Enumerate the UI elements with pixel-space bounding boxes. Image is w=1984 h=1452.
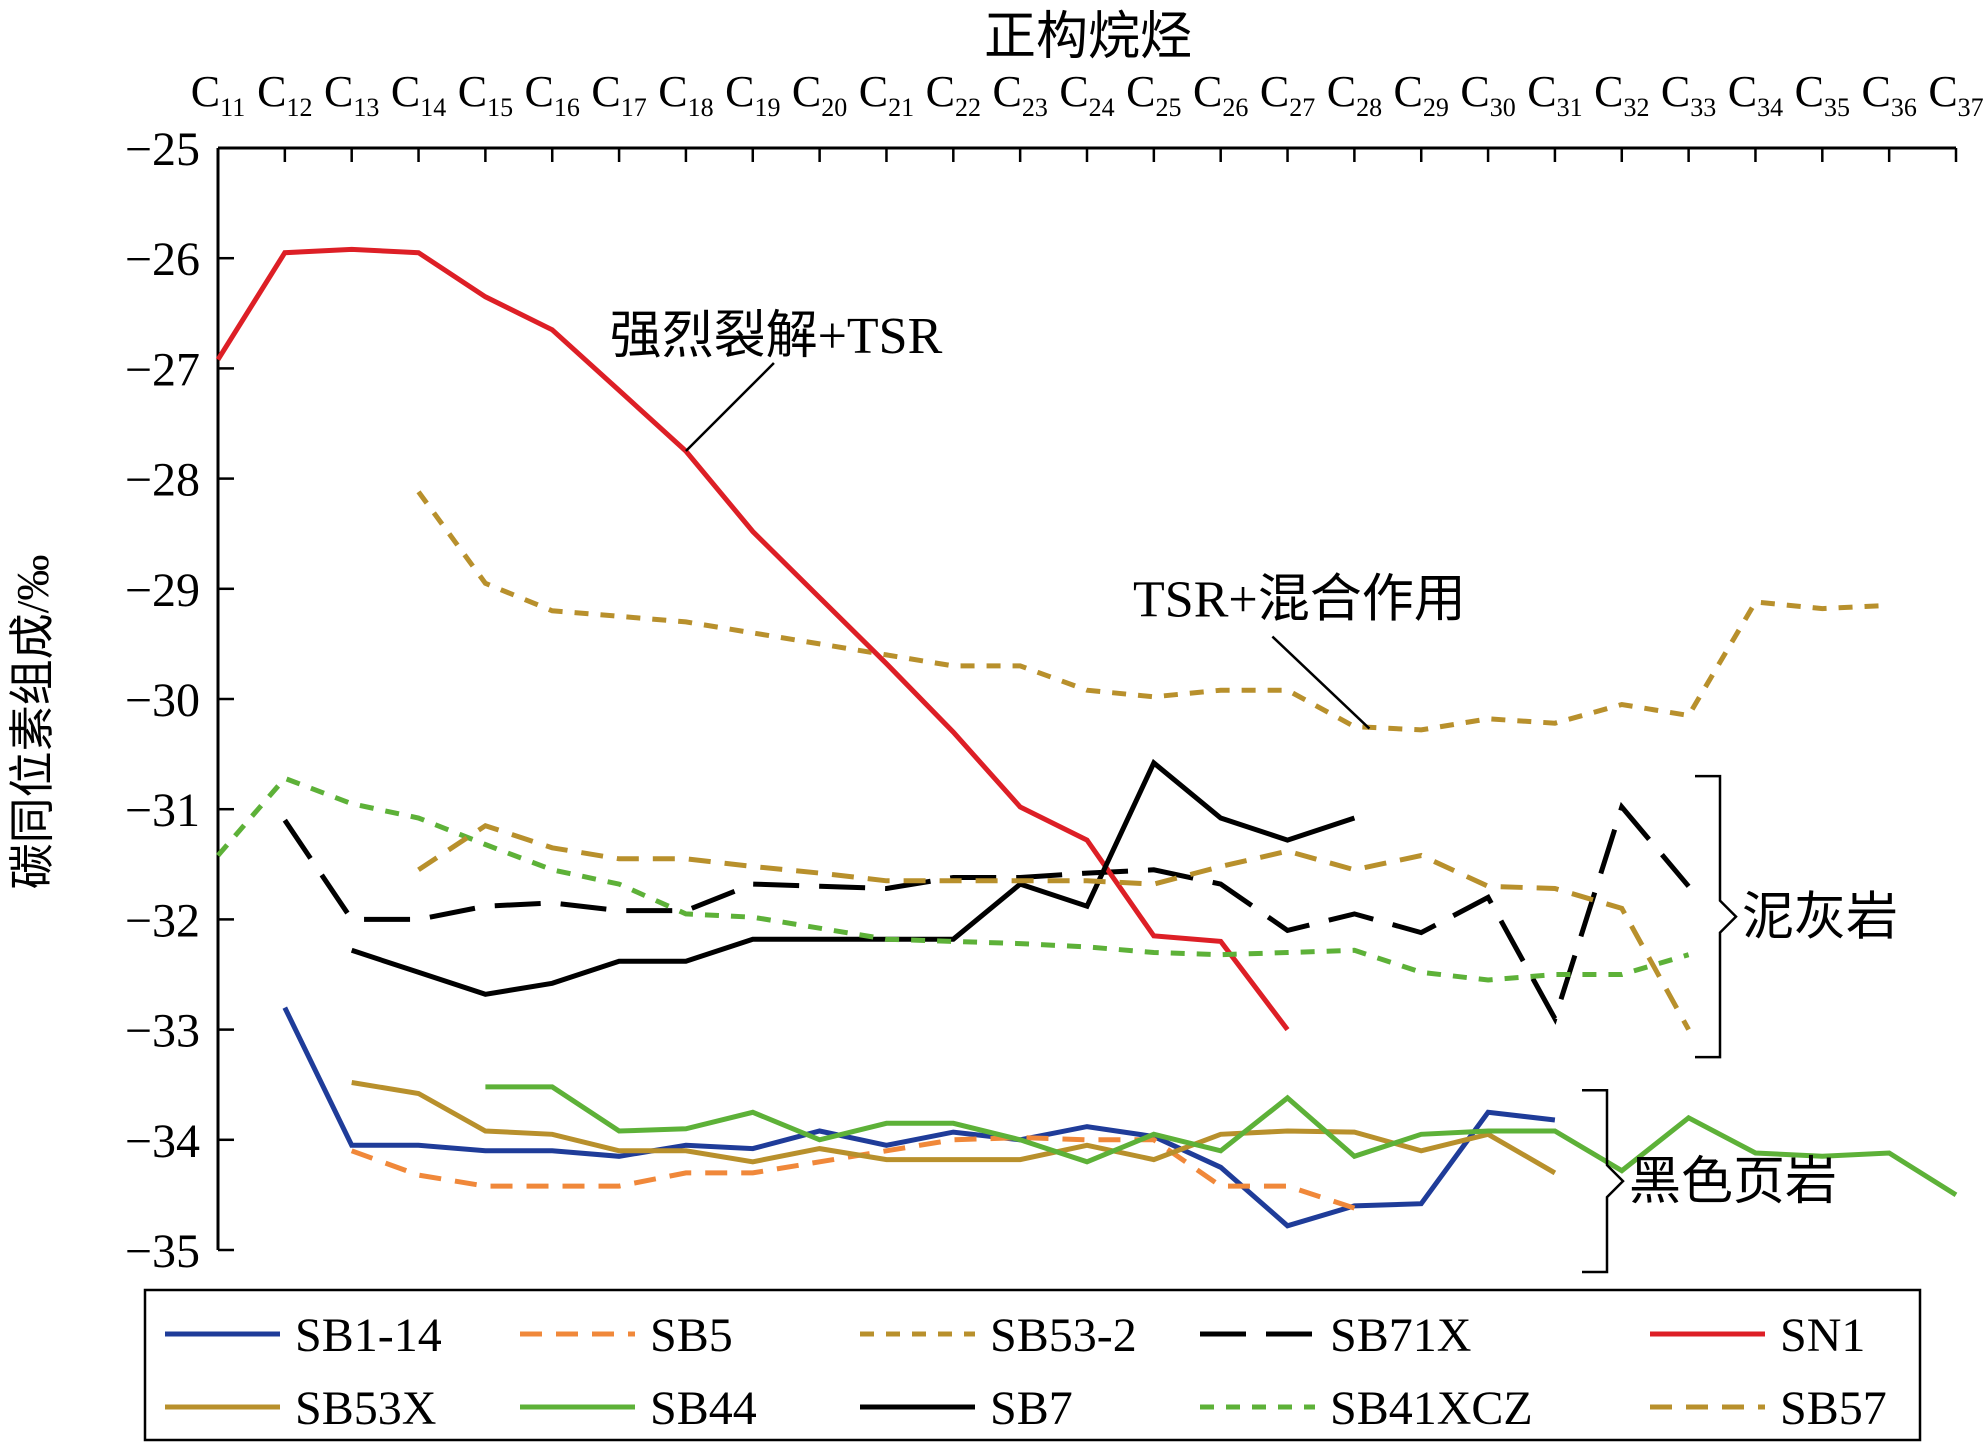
y-tick-label: −27 (125, 343, 200, 396)
x-tick-label: C36 (1861, 67, 1916, 122)
legend-label-sb53x: SB53X (295, 1382, 436, 1435)
plot-area: C11 C12 C13 C14 C15 C16 C17 C18 C19 C20 C21 C22 C23 C… (125, 67, 1984, 1278)
x-tick-label: C11 (191, 67, 245, 122)
x-tick-label: C20 (792, 67, 847, 122)
y-tick-label: −34 (125, 1115, 200, 1168)
x-tick-label: C24 (1059, 67, 1114, 122)
legend-label-sb1-14: SB1-14 (295, 1309, 442, 1362)
annotation-leader (685, 362, 775, 452)
x-tick-label: C37 (1928, 67, 1983, 122)
legend-label-sb53-2: SB53-2 (990, 1309, 1137, 1362)
y-tick-label: −26 (125, 233, 200, 286)
x-tick-label: C32 (1594, 67, 1649, 122)
series-line-sb41xcz (216, 775, 1690, 983)
x-tick-label: C29 (1394, 67, 1449, 122)
x-tick-label: C33 (1661, 67, 1716, 122)
x-tick-label: C23 (992, 67, 1047, 122)
series-line-sb53x (351, 1080, 1557, 1176)
x-tick-label: C21 (859, 67, 914, 122)
x-tick-label: C25 (1126, 67, 1181, 122)
series-line-sn1 (215, 246, 1290, 1032)
x-tick-label: C15 (458, 67, 513, 122)
series-line-sb7 (350, 758, 1356, 997)
x-tick-label: C17 (591, 67, 646, 122)
x-tick-label: C35 (1795, 67, 1850, 122)
series-line-sb44 (485, 1084, 1958, 1198)
annotation-limestone: 泥灰岩 (1742, 890, 1898, 947)
chart-title: 正构烷烃 (984, 9, 1192, 66)
series-line-sb53-2 (416, 490, 1890, 733)
y-tick-label: −25 (125, 123, 200, 176)
legend: SB1-14 SB5 SB53-2 SB71X SN1 SB53X SB44 SB7 SB41X… (143, 1288, 1922, 1442)
x-tick-label: C31 (1527, 67, 1582, 122)
legend-label-sb41xcz: SB41XCZ (1330, 1382, 1533, 1435)
legend-label-sb5: SB5 (650, 1309, 733, 1362)
series-line-sb71x (282, 801, 1691, 1025)
bracket-shale (1582, 1088, 1625, 1274)
y-tick-label: −35 (125, 1225, 200, 1278)
annotation-leader (1271, 635, 1371, 730)
y-tick-label: −33 (125, 1005, 200, 1058)
legend-label-sn1: SN1 (1780, 1309, 1865, 1362)
annotation-shale: 黑色页岩 (1629, 1154, 1837, 1211)
series-line-sb1-14 (282, 1006, 1556, 1229)
y-tick-label: −30 (125, 674, 200, 727)
x-tick-label: C27 (1260, 67, 1315, 122)
y-tick-label: −32 (125, 894, 200, 947)
x-tick-label: C12 (257, 67, 312, 122)
legend-label-sb71x: SB71X (1330, 1309, 1471, 1362)
legend-label-sb44: SB44 (650, 1382, 757, 1435)
x-tick-label: C18 (658, 67, 713, 122)
y-tick-label: −28 (125, 454, 200, 507)
x-tick-label: C26 (1193, 67, 1248, 122)
x-tick-label: C16 (525, 67, 580, 122)
x-tick-label: C30 (1460, 67, 1515, 122)
x-tick-label: C19 (725, 67, 780, 122)
y-axis-label: 碳同位素组成/‰ (7, 555, 58, 890)
legend-box (143, 1288, 1922, 1442)
series-line-sb57 (417, 822, 1691, 1031)
x-tick-label: C22 (926, 67, 981, 122)
annotation-sb53-2: TSR+混合作用 (1133, 572, 1466, 629)
x-tick-label: C34 (1728, 67, 1783, 122)
bracket-limestone (1695, 774, 1738, 1059)
legend-label-sb57: SB57 (1780, 1382, 1887, 1435)
x-tick-label: C13 (324, 67, 379, 122)
x-tick-label: C14 (391, 67, 446, 122)
annotation-sn1: 强烈裂解+TSR (610, 308, 943, 365)
y-tick-label: −31 (125, 784, 200, 837)
x-tick-label: C28 (1327, 67, 1382, 122)
legend-label-sb7: SB7 (990, 1382, 1073, 1435)
y-tick-label: −29 (125, 564, 200, 617)
